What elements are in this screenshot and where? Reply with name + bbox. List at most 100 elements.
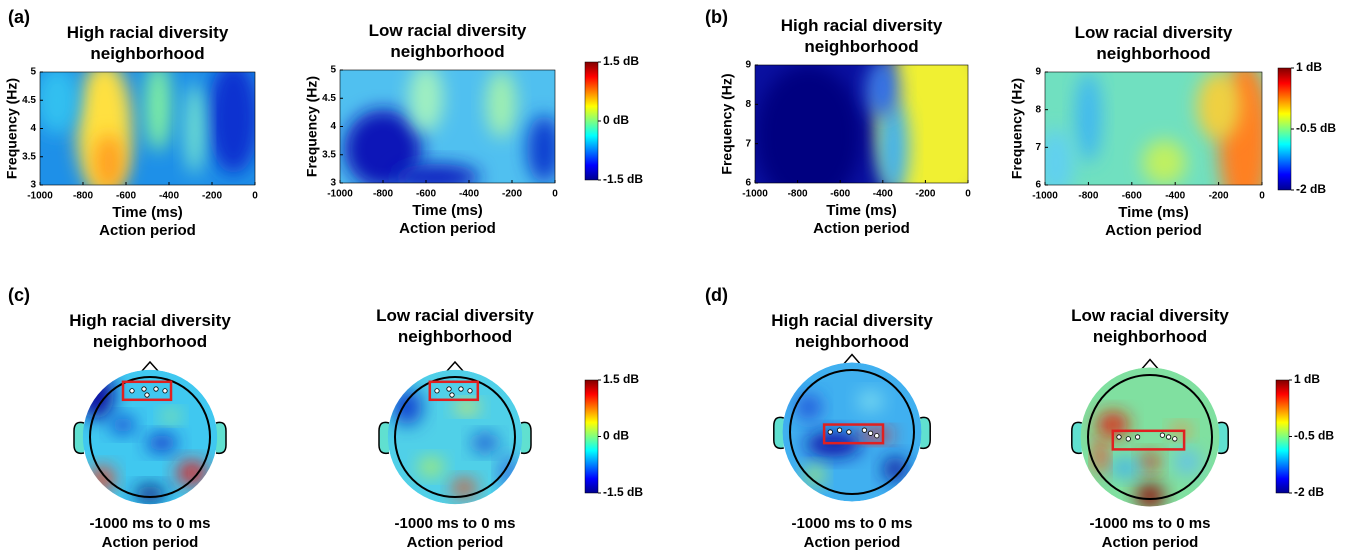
x-tick-label: -800: [788, 189, 808, 200]
caption-sub: Action period: [1102, 534, 1199, 551]
x-tick-label: -200: [915, 189, 935, 200]
x-tick-label: -1000: [327, 189, 353, 200]
topomap-base: [783, 363, 922, 502]
caption: -1000 ms to 0 ms: [1090, 515, 1211, 532]
x-tick-label: -600: [830, 189, 850, 200]
x-tick-label: 0: [552, 189, 558, 200]
electrode: [1126, 437, 1130, 441]
colorbar-label: -1.5 dB: [603, 485, 643, 499]
x-axis-label: Time (ms): [112, 204, 183, 221]
x-tick-label: -400: [1165, 191, 1185, 202]
y-tick-label: 3: [30, 180, 36, 191]
color-field: [111, 416, 135, 434]
y-axis-label: Frequency (Hz): [4, 78, 20, 179]
electrode: [450, 393, 454, 397]
x-tick-label: 0: [965, 189, 971, 200]
topomap: [78, 370, 217, 504]
electrode: [1135, 435, 1139, 439]
x-axis-sublabel: Action period: [99, 222, 196, 239]
color-field: [145, 61, 171, 151]
head-nose: [844, 355, 860, 364]
head-ear: [774, 417, 784, 448]
x-axis-label: Time (ms): [1118, 204, 1189, 221]
head-ear: [74, 422, 84, 453]
electrode: [875, 434, 879, 438]
heatmap: [340, 64, 561, 191]
color-field: [1136, 484, 1163, 509]
panel-label: (d): [705, 285, 728, 305]
electrode: [142, 387, 146, 391]
x-axis-sublabel: Action period: [813, 220, 910, 237]
chart-title: Low racial diversity neighborhood: [328, 20, 568, 62]
y-tick-label: 7: [745, 138, 751, 149]
chart-title: Low racial diversity neighborhood: [1034, 22, 1274, 64]
color-field: [883, 457, 908, 482]
x-tick-label: -1000: [27, 191, 53, 202]
chart-title: Low racial diversity neighborhood: [1030, 305, 1270, 347]
electrode: [163, 389, 167, 393]
chart-title: High racial diversity neighborhood: [742, 15, 982, 57]
y-axis-label: Frequency (Hz): [719, 73, 735, 174]
x-axis-sublabel: Action period: [399, 220, 496, 237]
x-tick-label: -200: [502, 189, 522, 200]
topomap: [1081, 368, 1220, 509]
x-axis-sublabel: Action period: [1105, 222, 1202, 239]
x-tick-label: -400: [873, 189, 893, 200]
heatmap: [36, 61, 260, 197]
y-tick-label: 3: [330, 178, 336, 189]
color-field: [419, 458, 443, 476]
color-field: [162, 410, 180, 422]
electrode: [1166, 435, 1170, 439]
color-field: [486, 70, 516, 138]
caption-sub: Action period: [407, 534, 504, 551]
y-axis-label: Frequency (Hz): [304, 76, 320, 177]
color-field: [392, 389, 422, 425]
x-tick-label: -1000: [1032, 191, 1058, 202]
electrode: [868, 431, 872, 435]
y-tick-label: 4.5: [22, 95, 36, 106]
x-axis-label: Time (ms): [826, 202, 897, 219]
x-tick-label: 0: [1259, 191, 1265, 202]
chart-title: High racial diversity neighborhood: [732, 310, 972, 352]
chart-title: High racial diversity neighborhood: [28, 22, 268, 64]
electrode: [847, 430, 851, 434]
y-tick-label: 8: [1035, 104, 1041, 115]
caption-sub: Action period: [804, 534, 901, 551]
y-tick-label: 3.5: [322, 149, 336, 160]
head-nose: [142, 362, 158, 371]
color-field: [1110, 459, 1141, 478]
electrode: [447, 387, 451, 391]
colorbar: [585, 62, 598, 180]
color-field: [409, 64, 443, 132]
electrode: [130, 389, 134, 393]
electrode: [862, 428, 866, 432]
color-field: [858, 392, 883, 411]
topomap: [783, 363, 922, 502]
y-axis-label: Frequency (Hz): [1009, 78, 1025, 179]
head-ear: [920, 417, 930, 448]
colorbar: [1276, 380, 1289, 493]
y-tick-label: 5: [30, 67, 36, 78]
color-field: [208, 61, 260, 174]
colorbar-label: 1.5 dB: [603, 372, 639, 386]
electrode: [459, 387, 463, 391]
x-tick-label: -800: [73, 191, 93, 202]
figure: -1000 -800 -600 -400 -200 0 3 3.5 4 4.5 5 Time (ms)…: [0, 0, 1347, 554]
y-tick-label: 4.5: [322, 93, 336, 104]
color-field: [1038, 129, 1073, 197]
y-tick-label: 4: [30, 123, 36, 134]
color-field: [147, 434, 177, 452]
head-ear: [1072, 422, 1082, 453]
color-field: [1141, 453, 1160, 472]
electrode: [145, 393, 149, 397]
colorbar-label: 1.5 dB: [603, 54, 639, 68]
color-field: [135, 485, 165, 503]
x-tick-label: -600: [116, 191, 136, 202]
y-tick-label: 9: [745, 60, 751, 71]
colorbar: [585, 380, 598, 493]
head-nose: [447, 362, 463, 371]
panel-label: (b): [705, 7, 728, 27]
x-tick-label: -400: [159, 191, 179, 202]
x-axis-label: Time (ms): [412, 202, 483, 219]
x-tick-label: -800: [373, 189, 393, 200]
